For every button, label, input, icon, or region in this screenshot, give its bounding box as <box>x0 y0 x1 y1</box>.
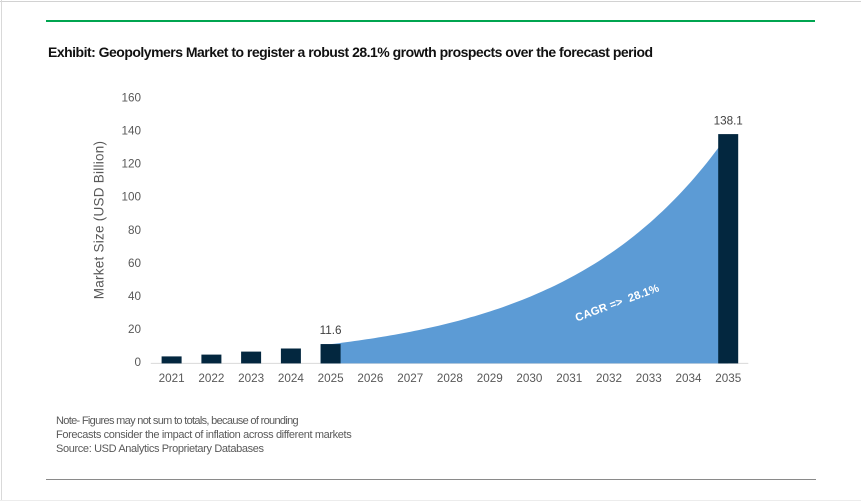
svg-text:60: 60 <box>128 257 142 270</box>
svg-text:2030: 2030 <box>516 372 543 385</box>
svg-text:2035: 2035 <box>715 372 742 385</box>
svg-text:2033: 2033 <box>636 372 662 385</box>
svg-text:2027: 2027 <box>397 372 423 385</box>
svg-text:2032: 2032 <box>596 372 622 385</box>
svg-text:20: 20 <box>128 323 142 336</box>
svg-text:11.6: 11.6 <box>320 324 342 337</box>
svg-text:120: 120 <box>121 158 141 171</box>
svg-text:2026: 2026 <box>357 372 383 385</box>
svg-text:2021: 2021 <box>159 372 185 385</box>
svg-text:2025: 2025 <box>318 372 345 385</box>
svg-text:2028: 2028 <box>437 372 463 385</box>
svg-text:40: 40 <box>128 290 142 303</box>
svg-text:160: 160 <box>121 92 141 105</box>
svg-text:2031: 2031 <box>556 372 582 385</box>
svg-text:2023: 2023 <box>238 372 264 385</box>
svg-text:2034: 2034 <box>675 372 702 385</box>
svg-text:Market Size (USD Billion): Market Size (USD Billion) <box>92 141 107 300</box>
svg-text:0: 0 <box>134 356 141 369</box>
svg-text:80: 80 <box>128 224 142 237</box>
svg-text:2022: 2022 <box>198 372 224 385</box>
svg-text:138.1: 138.1 <box>714 114 743 127</box>
svg-text:140: 140 <box>121 125 141 138</box>
svg-text:2029: 2029 <box>477 372 503 385</box>
svg-text:100: 100 <box>121 191 141 204</box>
svg-text:2024: 2024 <box>278 372 305 385</box>
